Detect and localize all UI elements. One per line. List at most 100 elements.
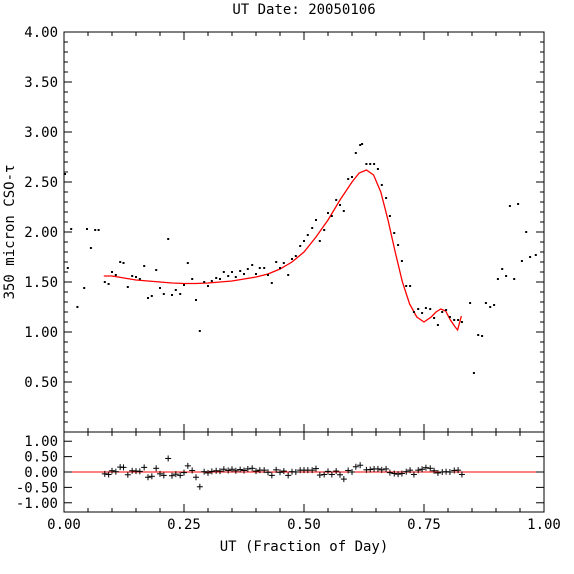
tau-point (496, 278, 499, 280)
tau-point (457, 319, 460, 321)
tau-point (424, 307, 427, 309)
residual-point (225, 467, 232, 474)
residual-points (101, 455, 465, 490)
tau-point (501, 268, 504, 270)
residual-point (165, 455, 172, 462)
residual-point (145, 474, 151, 481)
tau-point (89, 247, 92, 249)
residual-point (237, 466, 244, 473)
tau-point (369, 163, 372, 165)
tau-point (481, 335, 484, 337)
tau-point (323, 229, 326, 231)
residual-point (386, 469, 393, 476)
residual-point (422, 464, 429, 471)
tau-point (263, 267, 266, 269)
residual-point (458, 471, 465, 478)
tau-point (222, 271, 225, 273)
residual-point (427, 465, 434, 472)
tau-point (119, 261, 122, 263)
chart-title: UT Date: 20050106 (232, 2, 375, 18)
tau-point (167, 238, 170, 240)
residual-point (181, 469, 187, 476)
tau-point (409, 285, 412, 287)
residual-point (419, 466, 426, 473)
tau-point (520, 260, 523, 262)
tau-point (174, 289, 177, 291)
residual-point (316, 472, 323, 479)
residual-y-tick-label: -0.50 (16, 480, 58, 496)
tau-point (505, 275, 508, 277)
tau-point (215, 277, 218, 279)
x-tick-label: 0.75 (407, 517, 441, 533)
tau-point (150, 295, 153, 297)
residual-point (177, 472, 184, 479)
x-tick-label: 1.00 (527, 517, 561, 533)
tau-point (138, 278, 141, 280)
residual-point (333, 468, 340, 475)
residual-point (345, 467, 352, 474)
x-tick-label: 0.25 (167, 517, 201, 533)
tau-point (311, 227, 314, 229)
tau-point (460, 321, 463, 323)
residual-point (265, 469, 271, 476)
tau-point (397, 244, 400, 246)
residual-point (160, 472, 167, 479)
tau-point (135, 276, 137, 278)
residual-point (328, 471, 335, 478)
main-y-tick-label: 3.50 (24, 75, 58, 91)
residual-point (398, 470, 405, 477)
residual-point (374, 465, 381, 472)
tau-point (315, 219, 317, 221)
residual-point (277, 469, 283, 476)
x-axis-label: UT (Fraction of Day) (220, 539, 389, 555)
residual-point (378, 466, 385, 473)
residual-point (193, 474, 199, 481)
x-tick-label: 0.00 (47, 517, 81, 533)
tau-point (107, 283, 110, 285)
x-tick-label: 0.50 (287, 517, 321, 533)
tau-point (126, 286, 129, 288)
residual-point (184, 462, 191, 469)
tau-point (94, 229, 97, 231)
tau-point (412, 311, 415, 313)
tau-point (472, 372, 475, 374)
tau-point (103, 281, 106, 283)
tau-point (376, 168, 379, 170)
residual-point (189, 467, 196, 474)
residual-point (280, 468, 287, 475)
residual-point (196, 483, 203, 490)
tau-point (388, 215, 391, 217)
residual-point (410, 471, 417, 478)
residual-point (391, 470, 398, 477)
tau-point (517, 203, 520, 205)
main-y-axis: 0.50 1.00 1.50 2.00 2.50 3.00 3.50 4.00 (24, 25, 544, 423)
residual-point (285, 472, 292, 479)
tau-measurements (64, 143, 537, 374)
tau-point (373, 163, 376, 165)
tau-point (76, 306, 79, 308)
tau-point (351, 176, 353, 178)
residual-point (229, 466, 235, 473)
main-y-tick-label: 0.50 (24, 375, 58, 391)
tau-point (210, 280, 213, 282)
tau-point (70, 228, 73, 230)
main-panel: 0.50 1.00 1.50 2.00 2.50 3.00 3.50 4.00 350 mic… (2, 25, 545, 433)
tau-point (227, 275, 230, 277)
tau-point (159, 287, 161, 289)
tau-point (171, 294, 173, 296)
tau-point (111, 271, 113, 273)
tau-point (287, 274, 290, 276)
main-x-ticks (63, 32, 545, 432)
residual-point (407, 467, 414, 474)
residual-point (232, 467, 239, 474)
residual-y-axis: -1.00-0.500.000.501.00 (16, 434, 544, 512)
tau-point (83, 287, 86, 289)
residual-point (325, 468, 331, 475)
main-y-tick-label: 1.00 (24, 325, 58, 341)
residual-point (383, 465, 390, 472)
residual-point (109, 467, 115, 474)
y-axis-label: 350 micron CSO-τ (2, 165, 18, 300)
tau-point (429, 308, 432, 310)
tau-point (195, 299, 197, 301)
